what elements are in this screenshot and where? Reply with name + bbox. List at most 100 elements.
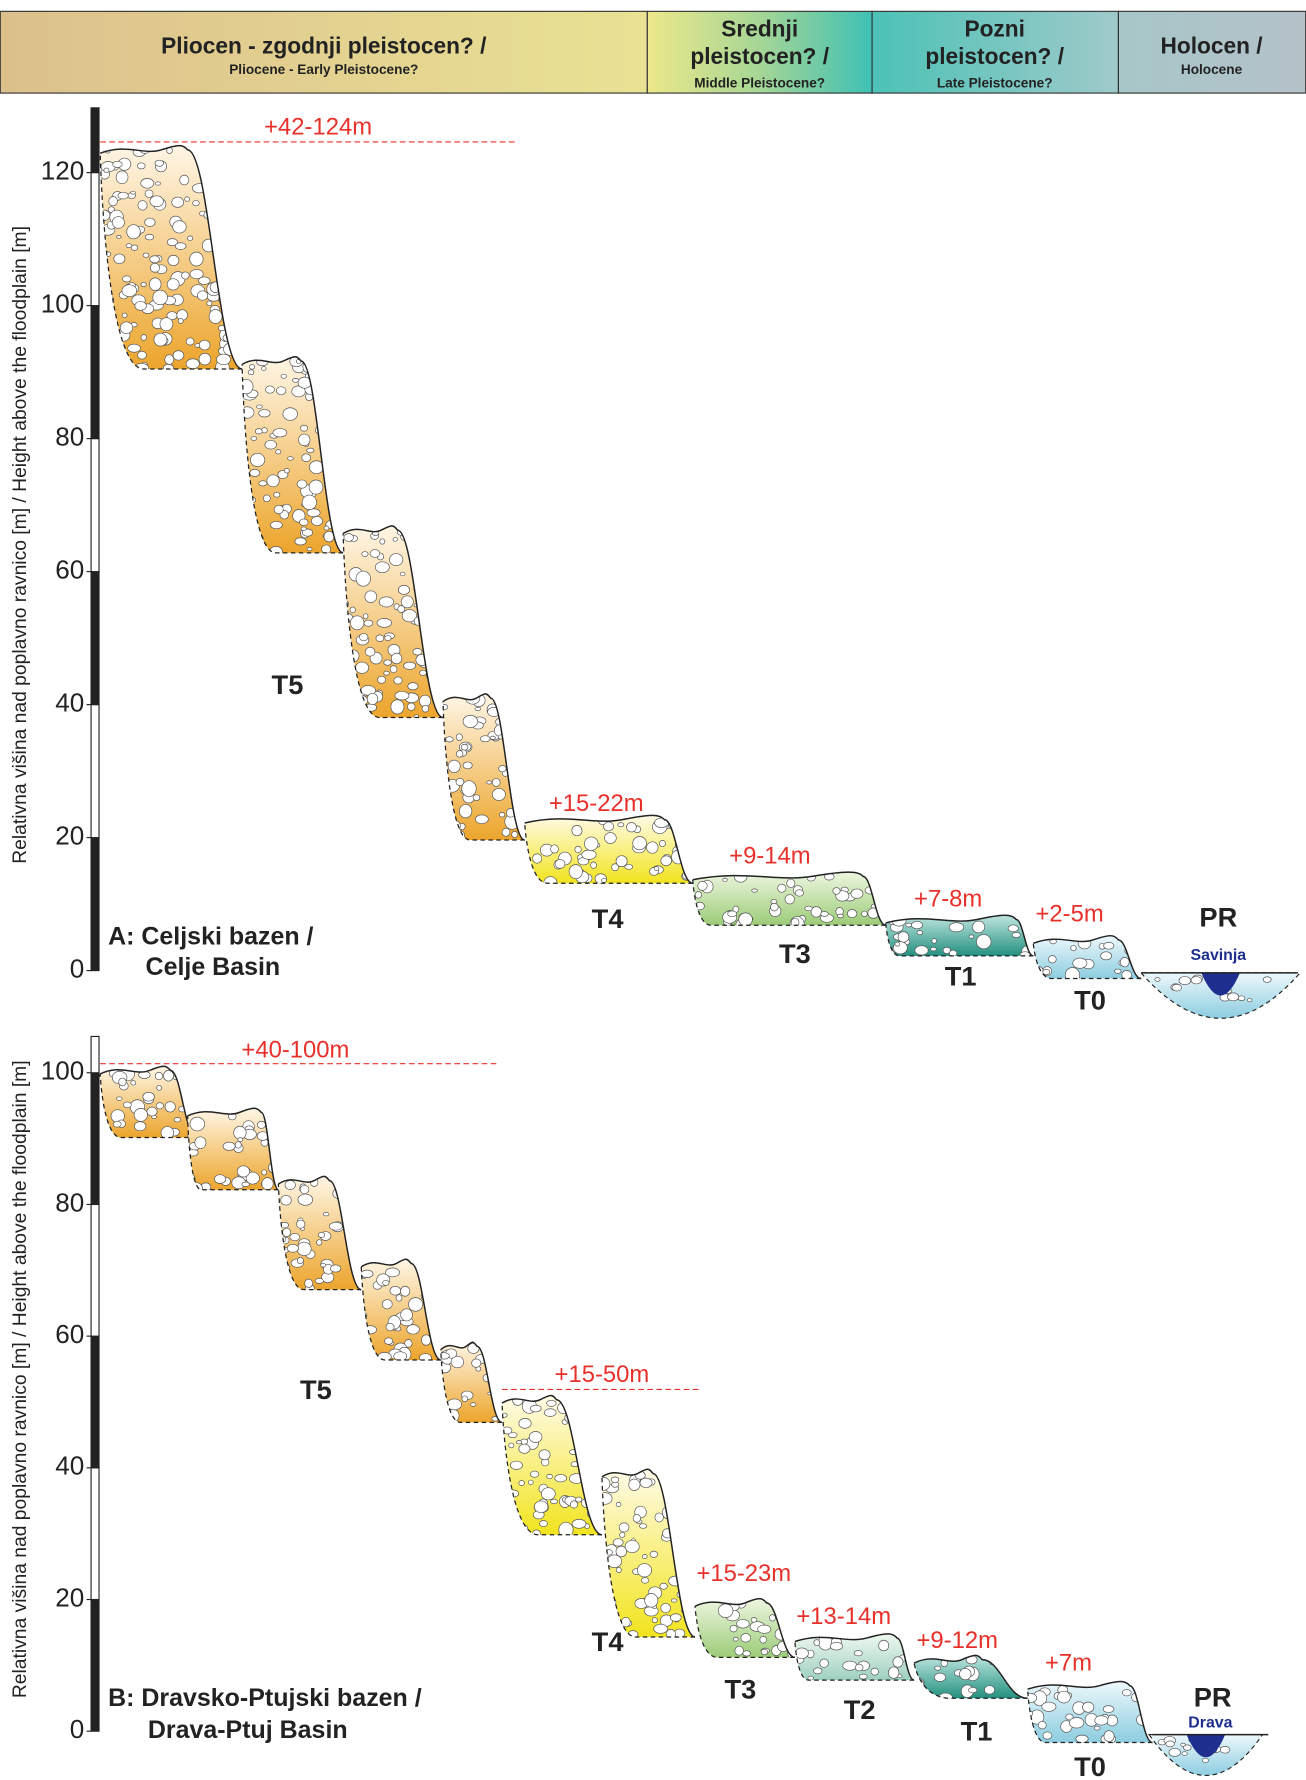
pebble (386, 1323, 394, 1330)
y-tick-label: 80 (55, 1187, 84, 1217)
pebble (274, 505, 283, 514)
pebble (413, 648, 422, 655)
height-range: +15-22m (549, 790, 644, 817)
pebble (1183, 1745, 1191, 1750)
basin-label: Drava-Ptuj Basin (148, 1716, 348, 1744)
pebble (285, 1180, 295, 1189)
pebble (499, 765, 507, 772)
pebble (419, 537, 431, 549)
pebble (501, 1413, 508, 1417)
pebble (695, 892, 701, 899)
pebble (1101, 952, 1112, 960)
period-title: Pozni (964, 16, 1025, 42)
pebble (931, 947, 937, 951)
pebble (862, 911, 868, 917)
pebble (376, 635, 384, 642)
pebble (625, 864, 633, 869)
pebble (234, 271, 240, 277)
pebble (119, 1078, 126, 1086)
pebble (350, 607, 355, 613)
pebble (276, 387, 286, 395)
axis-segment (91, 108, 99, 173)
terrace-label: T5 (272, 669, 304, 700)
terrace-diagram: Pliocen - zgodnji pleistocen? /Pliocene … (0, 0, 1306, 1780)
pebble (276, 450, 281, 455)
pebble (575, 846, 581, 852)
pebble (342, 652, 351, 658)
pebble (297, 1242, 311, 1255)
pebble (167, 279, 179, 290)
pebble (300, 519, 309, 526)
pebble (430, 529, 442, 541)
pebble (655, 818, 669, 828)
pebble (430, 644, 438, 652)
pebble (613, 1539, 623, 1546)
pebble (496, 718, 508, 727)
pebble (678, 1567, 685, 1571)
pebble (138, 201, 147, 211)
pebble (879, 1640, 889, 1651)
pebble (178, 318, 183, 323)
pebble (117, 235, 122, 238)
pebble (499, 812, 505, 817)
pebble (164, 1070, 174, 1081)
pebble (1169, 1748, 1181, 1756)
pebble (209, 189, 222, 201)
pebble (391, 700, 404, 714)
pebble (1220, 1746, 1230, 1753)
pebble (379, 597, 393, 607)
pebble (385, 635, 391, 640)
pebble (225, 149, 236, 161)
pebble (660, 1583, 667, 1589)
pebble (511, 1528, 521, 1535)
pebble (743, 1651, 751, 1656)
pebble (650, 1551, 658, 1557)
pebble (647, 842, 658, 854)
pebble (145, 190, 153, 198)
pebble (134, 1108, 147, 1121)
pebble (218, 168, 231, 181)
pebble (652, 1618, 657, 1623)
pebble (667, 1503, 673, 1507)
pebble (239, 379, 253, 394)
pebble (356, 571, 371, 586)
pebble (730, 1625, 737, 1632)
pebble (229, 212, 234, 215)
pebble (551, 1499, 558, 1504)
pebble (105, 252, 111, 257)
pebble (581, 1498, 595, 1508)
pebble (305, 1279, 313, 1287)
pebble (307, 448, 314, 452)
pebble (131, 191, 136, 194)
pebble (173, 351, 184, 361)
pebble (199, 353, 211, 365)
pebble (1104, 1731, 1114, 1742)
pebble (833, 888, 840, 895)
pebble (441, 704, 448, 709)
pebble (131, 245, 138, 250)
pebble (173, 221, 187, 233)
pebble (728, 911, 737, 917)
pebble (788, 1634, 793, 1638)
pebble (255, 429, 262, 434)
pebble (1104, 942, 1114, 949)
pebble (309, 480, 323, 494)
pebble (122, 285, 137, 297)
pebble (185, 197, 190, 201)
pebble (570, 1501, 577, 1508)
y-tick-label: 0 (70, 953, 85, 983)
pebble (235, 1142, 241, 1149)
pebble (876, 896, 886, 907)
pebble (451, 821, 460, 830)
axis-segment (91, 439, 99, 572)
pebble (222, 226, 236, 237)
pebble (390, 666, 397, 673)
height-range: +40-100m (241, 1036, 349, 1063)
period-title: pleistocen? / (925, 43, 1064, 69)
pebble (612, 1482, 619, 1487)
pebble (141, 334, 147, 340)
pebble (113, 1121, 121, 1127)
pebble (287, 457, 293, 461)
pebble (384, 660, 392, 665)
pebble (298, 1194, 313, 1205)
